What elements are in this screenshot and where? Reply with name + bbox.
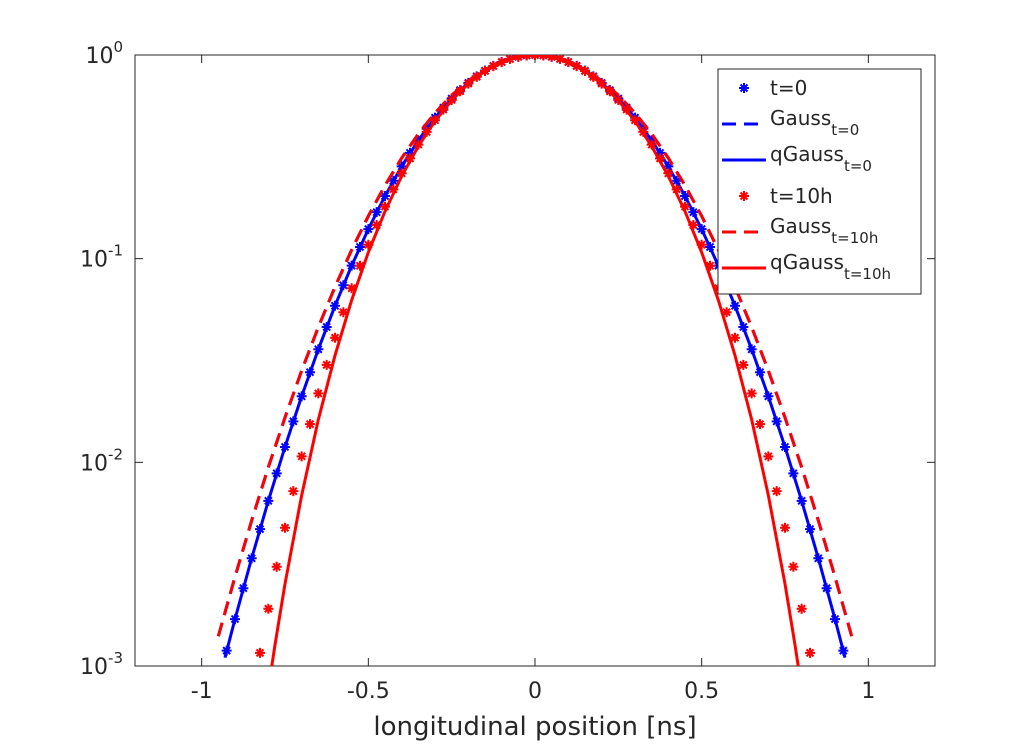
legend-marker (739, 191, 749, 201)
x-tick-label: 1 (861, 679, 875, 704)
data-point (388, 184, 399, 195)
legend-subscript: t=0 (831, 121, 859, 139)
x-tick-label: -1 (191, 679, 213, 704)
x-axis-label: longitudinal position [ns] (373, 712, 696, 742)
data-point (738, 359, 749, 370)
legend-name: t=0 (770, 76, 807, 100)
legend-name: Gauss (770, 106, 831, 130)
data-point (321, 359, 332, 370)
data-point (705, 260, 715, 271)
y-tick-base: 10 (85, 44, 113, 69)
data-point (755, 419, 765, 430)
data-point (688, 220, 699, 231)
data-point (671, 184, 682, 195)
data-point (805, 647, 815, 658)
data-point (371, 220, 382, 231)
legend-label: Gausst=10h (770, 214, 878, 247)
x-tick-label: 0 (528, 679, 542, 704)
data-point (771, 486, 782, 497)
data-point (296, 451, 307, 462)
legend-subscript: t=10h (844, 265, 891, 283)
y-tick-label: 10-3 (80, 649, 123, 680)
y-tick-label: 100 (85, 38, 123, 69)
data-point (338, 307, 349, 318)
legend-label: qGausst=10h (770, 250, 891, 283)
plot-series (216, 55, 854, 666)
data-point (363, 239, 374, 250)
y-tick-exponent: -1 (108, 242, 123, 260)
data-point (280, 522, 290, 533)
y-tick-base: 10 (80, 655, 108, 680)
data-point (313, 388, 324, 399)
legend-name: Gauss (770, 214, 831, 238)
data-point (680, 201, 690, 212)
legend-label: t=10h (770, 184, 833, 208)
data-point (763, 451, 774, 462)
data-point (346, 283, 357, 294)
x-tick-label: -0.5 (347, 679, 390, 704)
legend-box (717, 68, 922, 295)
data-point (288, 486, 299, 497)
series-line (270, 55, 800, 666)
y-tick-exponent: 0 (113, 38, 123, 56)
series-line (223, 55, 847, 658)
y-tick-label: 10-1 (80, 242, 123, 273)
data-point (271, 561, 282, 572)
legend-name: t=10h (770, 184, 833, 208)
data-point (721, 307, 732, 318)
y-tick-base: 10 (80, 248, 108, 273)
legend-name: qGauss (770, 142, 844, 166)
y-tick-exponent: -3 (108, 649, 123, 667)
data-point (305, 419, 315, 430)
legend-name: qGauss (770, 250, 844, 274)
y-tick-exponent: -2 (108, 445, 123, 463)
data-point (780, 522, 790, 533)
data-point (263, 603, 274, 614)
legend-subscript: t=0 (844, 157, 872, 175)
legend-label: qGausst=0 (770, 142, 872, 175)
data-point (730, 332, 740, 343)
legend-marker (739, 83, 749, 93)
data-point (380, 201, 390, 212)
y-tick-label: 10-2 (80, 445, 123, 476)
data-point (746, 388, 757, 399)
data-point (788, 561, 799, 572)
legend-label: Gausst=0 (770, 106, 859, 139)
y-tick-base: 10 (80, 451, 108, 476)
data-point (696, 239, 707, 250)
legend-label: t=0 (770, 76, 807, 100)
data-point (796, 603, 807, 614)
data-point (330, 332, 340, 343)
legend-subscript: t=10h (831, 229, 878, 247)
data-point (355, 260, 365, 271)
series-line (216, 55, 854, 637)
x-tick-label: 0.5 (684, 679, 719, 704)
data-point (255, 647, 265, 658)
